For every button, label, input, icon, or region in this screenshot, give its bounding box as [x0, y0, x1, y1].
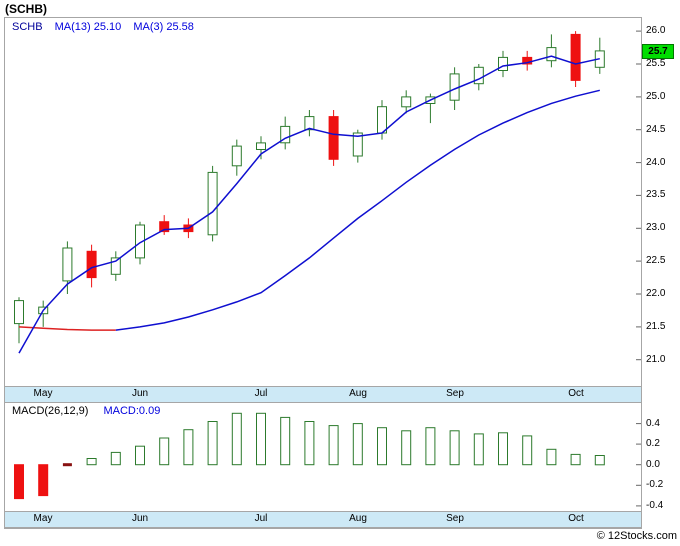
x-axis-months-bottom: May Jun Jul Aug Sep Oct	[5, 511, 641, 528]
macd-axis-label: -0.4	[646, 499, 664, 511]
month-label: Oct	[568, 513, 584, 524]
price-axis-label: 24.0	[646, 156, 666, 168]
last-price-badge: 25.7	[642, 44, 674, 59]
legend-symbol: SCHB	[12, 21, 43, 33]
macd-pane: MACD(26,12,9) MACD:0.09	[5, 403, 641, 511]
price-legend: SCHB MA(13) 25.10 MA(3) 25.58	[12, 21, 194, 33]
copyright: © 12Stocks.com	[596, 530, 677, 542]
macd-legend: MACD(26,12,9) MACD:0.09	[12, 405, 160, 417]
chart-column: SCHB MA(13) 25.10 MA(3) 25.58 May Jun Jul A…	[4, 17, 642, 529]
legend-ma13: MA(13) 25.10	[54, 21, 122, 33]
macd-y-axis: 0.4 0.2 0.0 -0.2 -0.4	[644, 403, 680, 511]
price-axis-label: 22.0	[646, 288, 666, 299]
macd-axis-label: 0.4	[646, 417, 660, 429]
macd-value: MACD:0.09	[103, 405, 161, 417]
price-axis-label: 22.5	[646, 255, 666, 267]
month-label: May	[33, 388, 53, 399]
month-label: Jul	[254, 388, 268, 399]
x-axis-months-top: May Jun Jul Aug Sep Oct	[5, 386, 641, 403]
macd-axis-label: 0.0	[646, 458, 660, 470]
macd-chart-canvas	[14, 412, 641, 507]
price-axis-label: 25.5	[646, 58, 666, 69]
month-label: Jun	[131, 513, 149, 524]
legend-ma3: MA(3) 25.58	[133, 21, 194, 33]
price-chart-pane: SCHB MA(13) 25.10 MA(3) 25.58	[5, 18, 641, 386]
price-axis-label: 21.5	[646, 320, 666, 332]
month-label: Jun	[131, 388, 149, 399]
macd-axis-label: -0.2	[646, 479, 664, 491]
price-y-axis: 26.0 25.5 25.0 24.5 24.0 23.5 23.0 22.5 22.0 21.5…	[644, 18, 680, 386]
month-label: Oct	[568, 388, 584, 399]
price-axis-label: 26.0	[646, 25, 666, 37]
price-axis-label: 24.5	[646, 123, 666, 135]
month-label: Sep	[446, 513, 464, 524]
price-axis-label: 23.0	[646, 222, 666, 234]
month-label: Sep	[446, 388, 464, 399]
month-label: Aug	[349, 388, 367, 399]
macd-axis-label: 0.2	[646, 438, 660, 450]
price-chart-canvas	[14, 30, 641, 361]
price-axis-label: 21.0	[646, 353, 666, 365]
month-label: Jul	[254, 513, 268, 524]
price-axis-label: 23.5	[646, 189, 666, 201]
month-label: May	[33, 513, 53, 524]
symbol-title: (SCHB)	[5, 2, 47, 16]
macd-label: MACD(26,12,9)	[12, 405, 89, 417]
price-axis-label: 25.0	[646, 90, 666, 102]
month-label: Aug	[349, 513, 367, 524]
